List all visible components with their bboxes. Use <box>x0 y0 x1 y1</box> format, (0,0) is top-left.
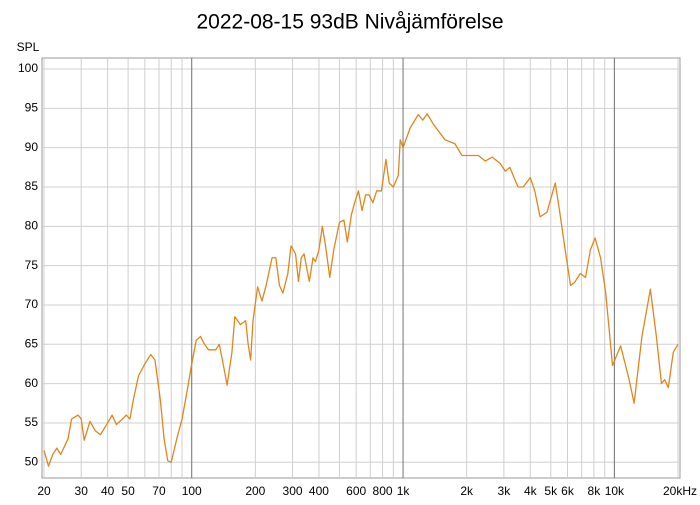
y-axis-label: SPL <box>17 40 40 54</box>
x-tick-label: 20 <box>37 484 51 498</box>
x-tick-label: 40 <box>101 484 115 498</box>
y-tick-label: 60 <box>25 376 39 390</box>
x-tick-label: 30 <box>75 484 89 498</box>
y-tick-label: 75 <box>25 258 39 272</box>
y-tick-label: 90 <box>25 140 39 154</box>
x-tick-label: 1k <box>397 484 411 498</box>
x-tick-label: 5k <box>544 484 558 498</box>
x-tick-label: 8k <box>588 484 602 498</box>
y-tick-label: 80 <box>25 218 39 232</box>
y-tick-label: 55 <box>25 415 39 429</box>
y-tick-label: 85 <box>25 179 39 193</box>
y-tick-label: 65 <box>25 336 39 350</box>
x-tick-label: 2k <box>460 484 474 498</box>
x-tick-label: 6k <box>561 484 575 498</box>
data-line <box>43 113 679 467</box>
x-tick-label: 800 <box>373 484 393 498</box>
y-tick-label: 95 <box>25 101 39 115</box>
x-tick-label: 200 <box>245 484 265 498</box>
x-tick-label: 400 <box>309 484 329 498</box>
chart-title: 2022-08-15 93dB Nivåjämförelse <box>196 11 503 34</box>
x-tick-label: 300 <box>283 484 303 498</box>
x-tick-label: 50 <box>121 484 135 498</box>
x-tick-label: 600 <box>346 484 366 498</box>
plot-area <box>41 57 681 479</box>
x-tick-label: 70 <box>152 484 166 498</box>
y-tick-label: 70 <box>25 297 39 311</box>
x-tick-label: 10k <box>605 484 625 498</box>
x-tick-label: 100 <box>182 484 202 498</box>
x-tick-label: 4k <box>524 484 538 498</box>
x-tick-label: 3k <box>498 484 512 498</box>
y-tick-label: 50 <box>25 454 39 468</box>
x-tick-label: 20kHz <box>663 484 697 498</box>
y-tick-label: 100 <box>18 61 38 75</box>
